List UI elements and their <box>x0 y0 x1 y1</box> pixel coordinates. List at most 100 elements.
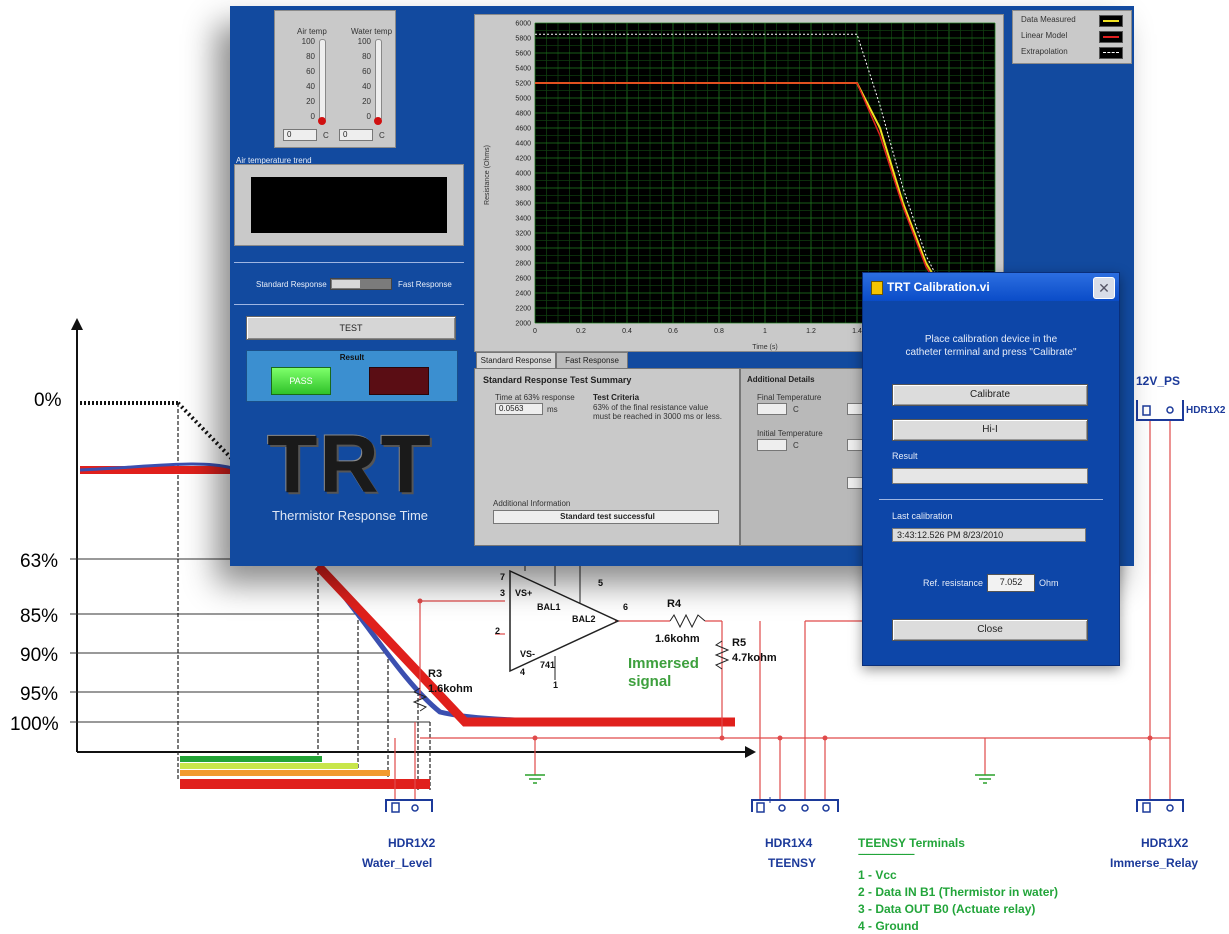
header-teensy-type: HDR1X4 <box>765 836 813 850</box>
water-temp-value: 0 <box>339 129 373 141</box>
hi-button[interactable]: Hi-I <box>892 419 1088 441</box>
switch-knob <box>332 280 360 288</box>
additional-details-panel: Additional Details Final Temperature C I… <box>740 368 872 546</box>
level-85-percent: 85% <box>20 606 59 627</box>
air-tick: 80 <box>306 52 315 61</box>
dialog-instruction: Place calibration device in the catheter… <box>863 333 1119 359</box>
final-temp-label: Final Temperature <box>757 393 822 402</box>
tab-fast-response[interactable]: Fast Response <box>556 352 628 369</box>
legend-extrapolation: Extrapolation <box>1021 47 1068 56</box>
header-power-type: HDR1X2 <box>1186 405 1226 416</box>
air-tick: 0 <box>310 112 315 121</box>
legend-swatch-yellow <box>1099 15 1123 27</box>
initial-temp-value <box>757 439 787 451</box>
opamp-part-number: 741 <box>540 660 556 670</box>
y-axis-label: Resistance (Ohms) <box>484 145 491 205</box>
tab-standard-response[interactable]: Standard Response <box>476 352 556 369</box>
trt-logo-subtitle: Thermistor Response Time <box>271 508 429 523</box>
y-tick-label: 3800 <box>515 186 531 193</box>
response-mode-switch[interactable] <box>330 278 392 290</box>
initial-temp-label: Initial Temperature <box>757 429 823 438</box>
legend-swatch-dashed <box>1099 47 1123 59</box>
r3-value: 1.6kohm <box>428 683 473 695</box>
pin-4: 4 <box>520 667 526 677</box>
y-tick-label: 5800 <box>515 36 531 43</box>
final-temp-value <box>757 403 787 415</box>
y-tick-label: 4200 <box>515 156 531 163</box>
y-tick-label: 3200 <box>515 231 531 238</box>
pin-1: 1 <box>553 680 559 690</box>
air-thermometer <box>319 39 326 121</box>
level-95-percent: 95% <box>20 684 59 705</box>
r5-label: R5 <box>732 637 747 649</box>
y-tick-label: 2800 <box>515 261 531 268</box>
last-calibration-label: Last calibration <box>892 511 953 521</box>
pin-6: 6 <box>623 602 629 612</box>
last-calibration-value: 3:43:12.526 PM 8/23/2010 <box>892 528 1086 542</box>
header-teensy-name: TEENSY <box>768 856 817 870</box>
header-water-level-type: HDR1X2 <box>388 836 436 850</box>
level-63-percent: 63% <box>20 551 59 572</box>
air-tick: 100 <box>301 37 315 46</box>
result-panel: Result PASS <box>246 350 458 402</box>
thermometer-panel: Air temp Water temp 100 80 60 40 20 0 10… <box>274 10 396 148</box>
close-icon[interactable]: ✕ <box>1093 277 1115 299</box>
resistance-chart: 6000 5800 5600 5400 5200 5000 4800 4600 4400 4200… <box>484 21 996 351</box>
water-tick: 100 <box>357 37 371 46</box>
immersed-signal-label-line1: Immersed <box>628 655 699 672</box>
water-tick: 40 <box>362 82 371 91</box>
divider <box>234 262 464 263</box>
dialog-title: TRT Calibration.vi <box>887 280 990 294</box>
pin-5: 5 <box>598 578 604 588</box>
y-tick-label: 6000 <box>515 21 531 28</box>
r5-value: 4.7kohm <box>732 652 777 664</box>
air-tick: 60 <box>306 67 315 76</box>
close-button[interactable]: Close <box>892 619 1088 641</box>
ref-resistance-label: Ref. resistance <box>922 578 983 588</box>
pin-2: 2 <box>495 626 501 636</box>
chart-legend: Data Measured Linear Model Extrapolation <box>1012 10 1132 64</box>
legend-data-measured: Data Measured <box>1021 15 1076 24</box>
summary-title: Standard Response Test Summary <box>483 375 632 385</box>
ref-resistance-value: 7.052 <box>987 574 1035 592</box>
additional-info-value: Standard test successful <box>493 510 719 524</box>
opamp-vs-minus: VS- <box>520 649 536 659</box>
x-tick-label: 1.4 <box>852 328 862 335</box>
r3-label: R3 <box>428 668 443 680</box>
y-tick-label: 3600 <box>515 201 531 208</box>
header-immerse-relay-name: Immerse_Relay <box>1110 856 1199 870</box>
x-tick-label: 0.6 <box>668 328 678 335</box>
y-tick-label: 5000 <box>515 96 531 103</box>
air-tick: 40 <box>306 82 315 91</box>
opamp-vs-plus: VS+ <box>515 588 533 598</box>
dialog-divider <box>879 499 1103 500</box>
time-63-label: Time at 63% response <box>495 393 575 402</box>
criteria-line2: must be reached in 3000 ms or less. <box>593 412 722 421</box>
y-tick-label: 2200 <box>515 306 531 313</box>
air-trend-label: Air temperature trend <box>236 156 312 165</box>
instruction-line1: Place calibration device in the <box>924 334 1058 345</box>
x-tick-label: 0 <box>533 328 537 335</box>
teensy-terminal-3: 3 - Data OUT B0 (Actuate relay) <box>858 902 1036 916</box>
time-63-value: 0.0563 <box>495 403 543 415</box>
x-tick-label: 0.4 <box>622 328 632 335</box>
calibration-dialog: TRT Calibration.vi ✕ Place calibration d… <box>862 272 1120 666</box>
switch-label-standard: Standard Response <box>256 280 327 289</box>
air-tick: 20 <box>306 97 315 106</box>
water-tick: 80 <box>362 52 371 61</box>
air-trend-frame <box>234 164 464 246</box>
additional-details-title: Additional Details <box>747 375 815 384</box>
additional-info-label: Additional Information <box>493 499 571 508</box>
switch-label-fast: Fast Response <box>398 280 452 289</box>
air-trend-display <box>251 177 447 233</box>
result-label: Result <box>339 353 365 362</box>
test-button[interactable]: TEST <box>246 316 456 340</box>
y-tick-label: 2400 <box>515 291 531 298</box>
calibrate-button[interactable]: Calibrate <box>892 384 1088 406</box>
teensy-terminal-2: 2 - Data IN B1 (Thermistor in water) <box>858 885 1059 899</box>
x-tick-label: 1.2 <box>806 328 816 335</box>
y-tick-label: 4600 <box>515 126 531 133</box>
labview-icon <box>871 281 883 295</box>
water-thermometer <box>375 39 382 121</box>
